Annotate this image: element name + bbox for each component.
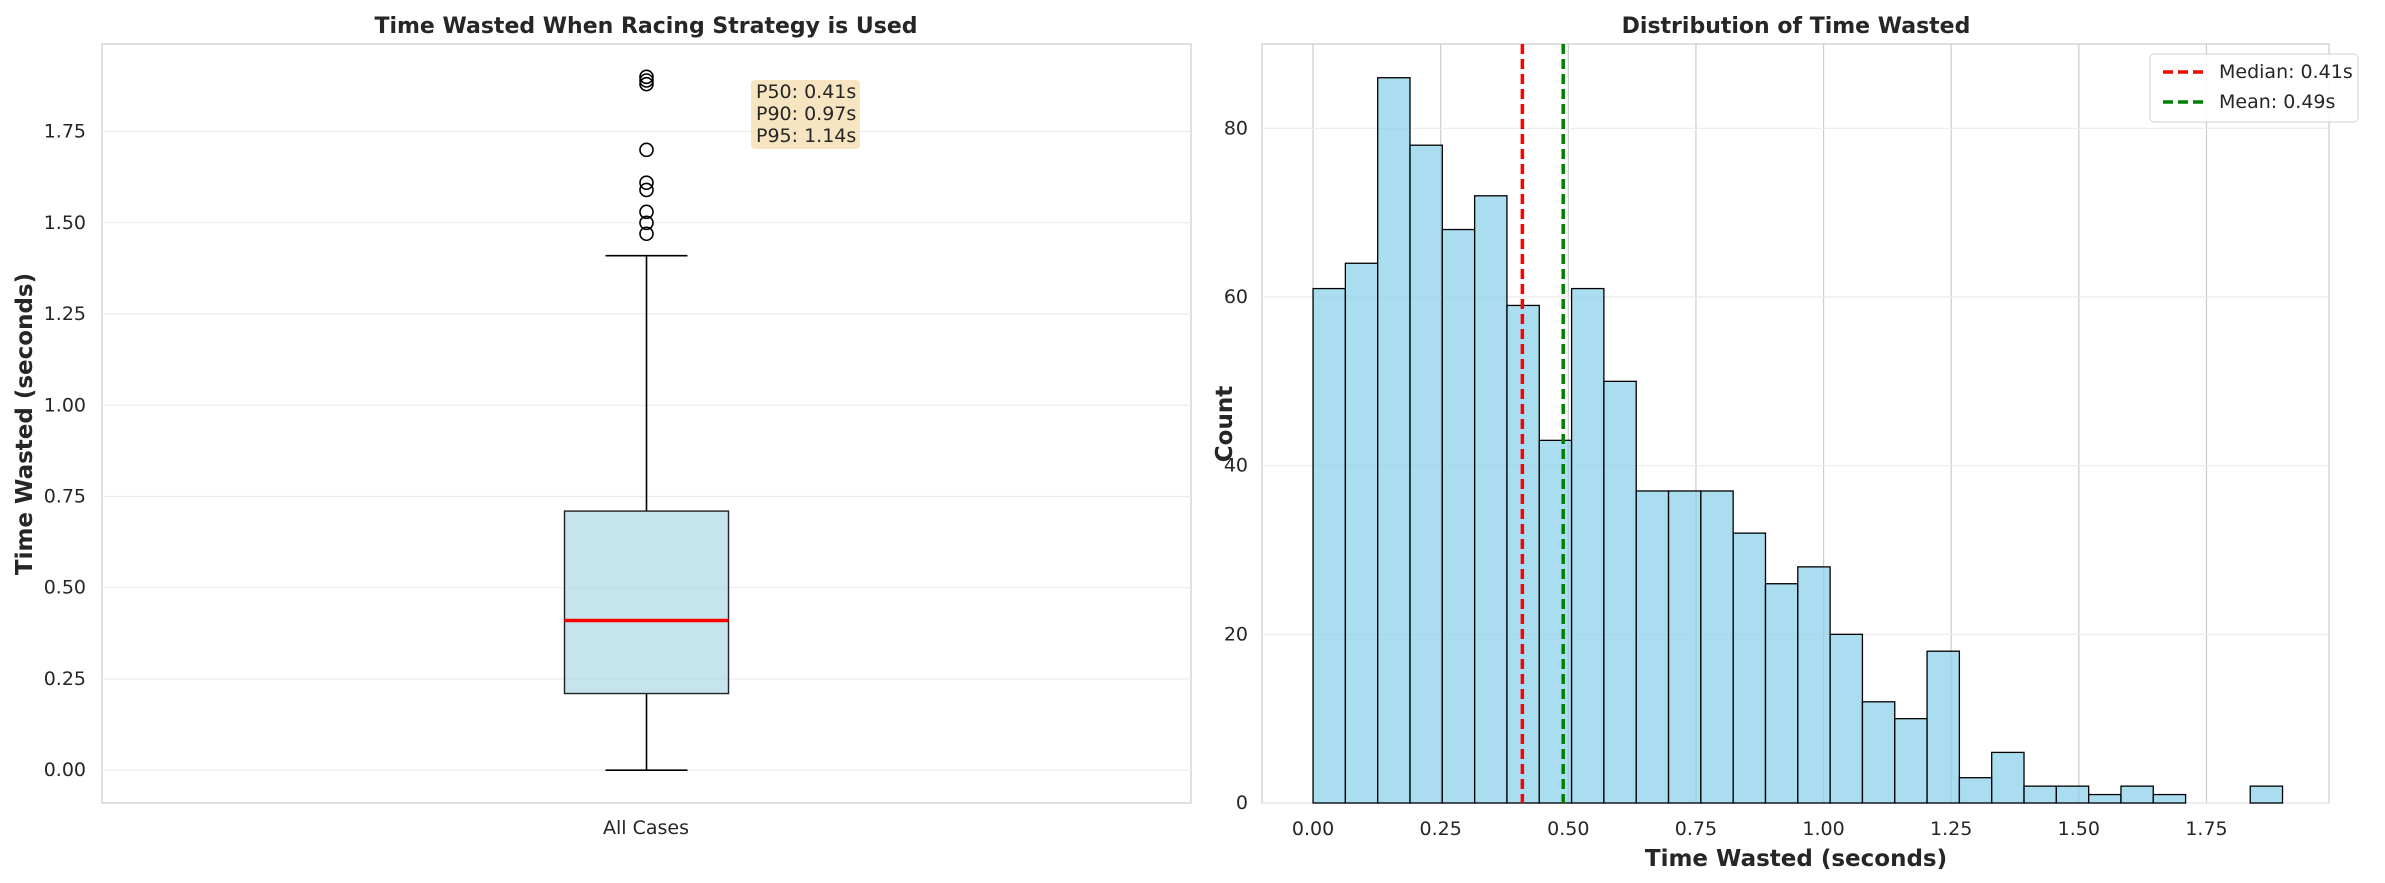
boxplot-y-tick-label: 1.75 bbox=[44, 121, 86, 143]
outlier-point bbox=[639, 76, 654, 92]
boxplot-y-tick-label: 1.00 bbox=[44, 394, 86, 416]
outlier-point bbox=[639, 69, 654, 85]
interquartile-box bbox=[563, 510, 730, 695]
boxplot-y-tick-label: 1.25 bbox=[44, 303, 86, 325]
outlier-point bbox=[639, 182, 654, 198]
legend-mean-label: Mean: 0.49s bbox=[2219, 91, 2335, 113]
boxplot-y-tick-label: 0.75 bbox=[44, 485, 86, 507]
histogram-bar bbox=[1764, 583, 1799, 804]
histogram-bar bbox=[1377, 77, 1411, 804]
histogram-bar bbox=[1603, 380, 1637, 804]
histogram-x-tick-label: 1.00 bbox=[1802, 818, 1844, 840]
boxplot-y-tick-label: 1.50 bbox=[44, 212, 86, 234]
boxplot-y-tick-label: 0.50 bbox=[44, 577, 86, 599]
histogram-y-axis-label: Count bbox=[1212, 386, 1238, 462]
histogram-bar bbox=[1700, 490, 1734, 804]
histogram-bar bbox=[1861, 701, 1896, 804]
histogram-bar bbox=[1829, 633, 1864, 804]
histogram-bar bbox=[2152, 793, 2187, 804]
histogram-title: Distribution of Time Wasted bbox=[1622, 14, 1971, 39]
histogram-bar bbox=[2249, 785, 2284, 804]
histogram-bar bbox=[1570, 287, 1605, 804]
histogram-bar bbox=[1441, 228, 1476, 804]
outlier-point bbox=[639, 142, 654, 158]
histogram-bar bbox=[2023, 785, 2057, 804]
histogram-bar bbox=[1667, 490, 1702, 804]
histogram-bar bbox=[1894, 718, 1928, 804]
annotation-p50: P50: 0.41s bbox=[756, 81, 856, 103]
histogram-bar bbox=[2055, 785, 2090, 804]
boxplot-panel: 0.00 0.25 0.50 0.75 1.00 1.25 1.50 1.75 Time Wa… bbox=[12, 14, 1192, 839]
histogram-x-axis-label: Time Wasted (seconds) bbox=[1645, 846, 1947, 872]
histogram-bar bbox=[1926, 650, 1961, 804]
annotation-p95: P95: 1.14s bbox=[756, 125, 856, 147]
histogram-bar bbox=[2120, 785, 2154, 804]
percentile-annotation: P50: 0.41s P90: 0.97s P95: 1.14s bbox=[751, 80, 860, 149]
percentile-annotation-box bbox=[751, 80, 860, 149]
outlier-point bbox=[639, 73, 654, 88]
boxplot-y-axis-label: Time Wasted (seconds) bbox=[12, 273, 38, 575]
boxplot-title: Time Wasted When Racing Strategy is Used bbox=[374, 14, 917, 39]
histogram-y-tick-label: 80 bbox=[1224, 117, 1248, 139]
histogram-bar bbox=[1312, 287, 1347, 804]
histogram-y-tick-label: 60 bbox=[1224, 286, 1248, 308]
outlier-point bbox=[639, 204, 654, 220]
histogram-bar bbox=[1958, 777, 1993, 804]
outlier-point bbox=[639, 175, 654, 190]
boxplot-y-tick-label: 0.00 bbox=[44, 759, 86, 781]
outlier-point bbox=[639, 226, 654, 242]
histogram-y-tick-label: 0 bbox=[1236, 792, 1248, 814]
histogram-bar bbox=[1344, 262, 1379, 804]
boxplot-category-label: All Cases bbox=[603, 817, 689, 839]
histogram-y-tick-label: 40 bbox=[1224, 455, 1248, 477]
histogram-y-tick-label: 20 bbox=[1224, 623, 1248, 645]
histogram-bar bbox=[1409, 144, 1443, 804]
boxplot-y-tick-label: 0.25 bbox=[44, 668, 86, 690]
histogram-bar bbox=[1635, 490, 1670, 804]
histogram-x-tick-label: 0.75 bbox=[1675, 818, 1717, 840]
histogram-x-tick-label: 1.25 bbox=[1930, 818, 1972, 840]
histogram-bar bbox=[1473, 195, 1508, 804]
histogram-x-tick-label: 0.50 bbox=[1547, 818, 1589, 840]
histogram-legend: Median: 0.41s Mean: 0.49s bbox=[2149, 53, 2359, 123]
histogram-bar bbox=[1991, 751, 2025, 804]
histogram-bar bbox=[1797, 566, 1831, 804]
histogram-panel: 0.00 0.25 0.50 0.75 1.00 1.25 1.50 1.75 0 20 40 60 8… bbox=[1212, 14, 2359, 872]
histogram-bar bbox=[1732, 532, 1767, 804]
outlier-point bbox=[639, 215, 654, 231]
histogram-x-tick-label: 1.50 bbox=[2058, 818, 2100, 840]
histogram-x-tick-label: 0.00 bbox=[1292, 818, 1334, 840]
histogram-bar bbox=[2087, 793, 2122, 804]
annotation-p90: P90: 0.97s bbox=[756, 103, 856, 125]
histogram-bar bbox=[1538, 439, 1573, 804]
legend-median-label: Median: 0.41s bbox=[2219, 61, 2353, 83]
histogram-x-tick-label: 1.75 bbox=[2185, 818, 2227, 840]
histogram-x-tick-label: 0.25 bbox=[1420, 818, 1462, 840]
